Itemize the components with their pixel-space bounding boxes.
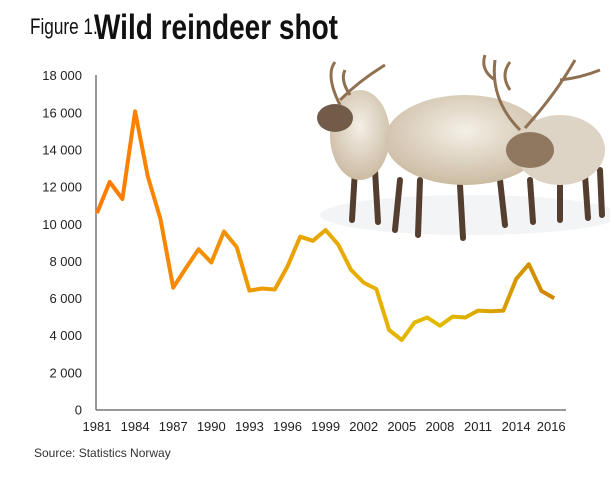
y-axis: 0 2 000 4 000 6 000 8 000 10 000 12 000 14 000 1… — [42, 68, 97, 418]
source-note: Source: Statistics Norway — [34, 446, 171, 460]
reindeer-photo — [317, 54, 610, 241]
chart-title: Figure 1. Wild reindeer shot — [30, 8, 338, 47]
y-tick-label: 0 — [75, 403, 82, 418]
y-tick-label: 8 000 — [49, 254, 82, 269]
x-tick-label: 1984 — [121, 419, 150, 434]
y-tick-label: 12 000 — [42, 180, 82, 195]
y-tick-label: 2 000 — [49, 365, 82, 380]
x-tick-label: 2014 — [502, 419, 531, 434]
y-tick-label: 16 000 — [42, 105, 82, 120]
figure-label: Figure 1. — [30, 14, 98, 39]
x-tick-label: 1981 — [83, 419, 112, 434]
x-tick-label: 1990 — [197, 419, 226, 434]
y-tick-label: 6 000 — [49, 291, 82, 306]
x-tick-label: 1993 — [235, 419, 264, 434]
y-tick-label: 14 000 — [42, 142, 82, 157]
x-tick-label: 2016 — [537, 419, 566, 434]
x-axis: 1981 1984 1987 1990 1993 1996 1999 2002 2005 2008… — [83, 409, 566, 434]
x-tick-label: 1987 — [159, 419, 188, 434]
y-tick-label: 4 000 — [49, 328, 82, 343]
series-line — [95, 109, 556, 342]
x-tick-label: 1999 — [311, 419, 340, 434]
x-tick-label: 2011 — [464, 419, 492, 434]
y-tick-label: 18 000 — [42, 68, 82, 83]
x-tick-label: 2005 — [387, 419, 416, 434]
y-tick-label: 10 000 — [42, 217, 82, 232]
x-tick-label: 2008 — [425, 419, 454, 434]
x-tick-label: 1996 — [273, 419, 302, 434]
title-text: Wild reindeer shot — [94, 8, 339, 47]
x-tick-label: 2002 — [349, 419, 378, 434]
